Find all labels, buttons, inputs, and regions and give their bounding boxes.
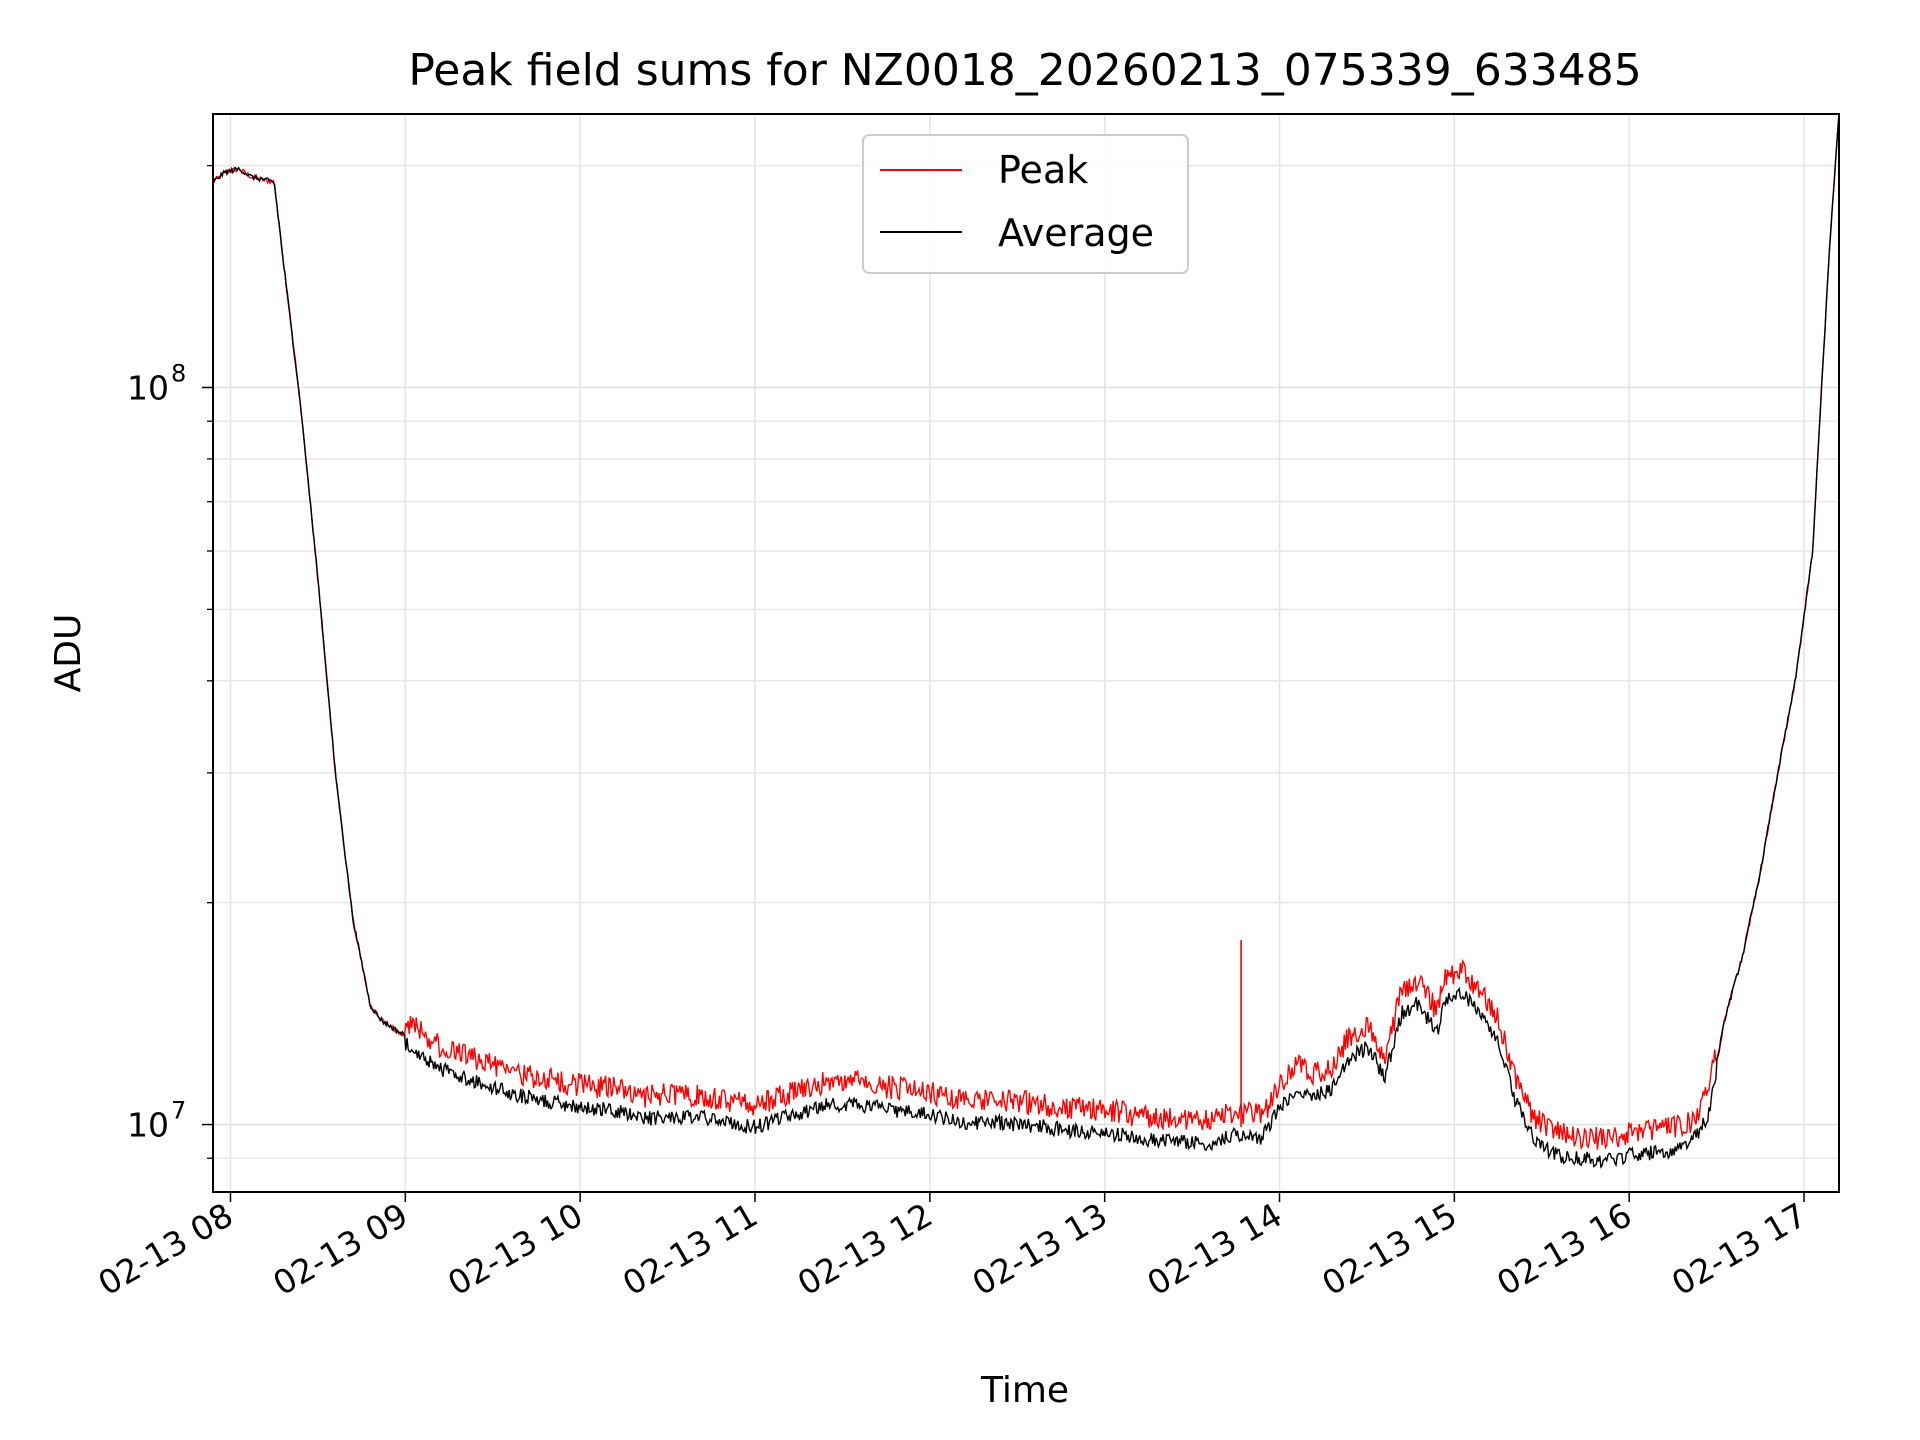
plot-frame	[212, 113, 1840, 1193]
legend-label-peak: Peak	[998, 148, 1088, 192]
x-axis-label: Time	[980, 1370, 1069, 1411]
grid	[213, 114, 1839, 1192]
series-line-peak	[213, 114, 1839, 1150]
legend-label-average: Average	[998, 211, 1154, 255]
y-tick-label-base: 10	[127, 368, 169, 407]
y-tick-label-exponent: 8	[171, 359, 186, 387]
y-tick-label-exponent: 7	[171, 1097, 186, 1125]
legend: Peak Average	[862, 134, 1189, 274]
y-tick-label: 10 8	[127, 359, 186, 407]
y-tick-label: 10 7	[127, 1097, 186, 1145]
y-tick-label-base: 10	[127, 1106, 169, 1145]
chart-title: Peak field sums for NZ0018_20260213_0753…	[408, 45, 1641, 96]
series-layer	[213, 114, 1839, 1169]
y-axis-label: ADU	[48, 614, 89, 693]
series-line-average	[213, 114, 1839, 1169]
